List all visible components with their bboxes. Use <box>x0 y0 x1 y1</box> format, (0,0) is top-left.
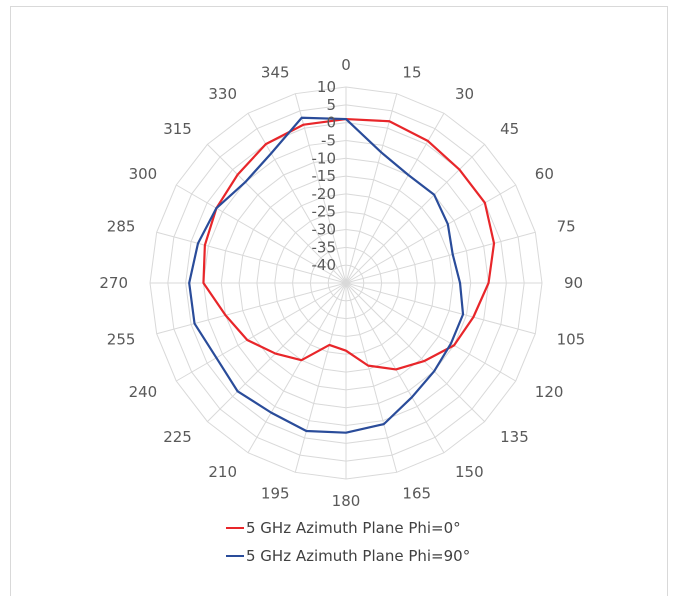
category-label: 150 <box>455 463 484 481</box>
category-label: 195 <box>261 485 290 503</box>
category-label: 135 <box>500 428 529 446</box>
grid-spoke <box>345 93 398 284</box>
category-label: 255 <box>107 330 136 348</box>
series-line-1 <box>188 116 465 434</box>
chart-frame: 10 5 0 -5 -10 -15 -20 -25 -30 -35 -40 0 15 30 45 60 75 9… <box>10 6 668 596</box>
legend-entry-phi0: 5 GHz Azimuth Plane Phi=0° <box>226 514 470 542</box>
grid-spoke <box>345 113 445 284</box>
radial-tick-label: -10 <box>312 149 337 167</box>
category-label: 0 <box>341 56 351 74</box>
category-label: 240 <box>129 383 158 401</box>
grid-spoke <box>345 282 516 382</box>
radial-tick-label: -35 <box>312 238 337 256</box>
radial-tick-label: -20 <box>312 185 337 203</box>
grid-spoke <box>156 231 347 284</box>
radial-tick-label: -30 <box>312 221 337 239</box>
category-label: 30 <box>455 85 474 103</box>
radial-tick-label: -40 <box>312 256 337 274</box>
grid-spoke <box>345 282 398 473</box>
radial-tick-label: 5 <box>326 96 336 114</box>
category-label: 210 <box>208 463 237 481</box>
category-label: 75 <box>557 218 576 236</box>
category-label: 330 <box>208 85 237 103</box>
legend-label-phi90: 5 GHz Azimuth Plane Phi=90° <box>246 547 471 565</box>
category-labels: 0 15 30 45 60 75 90 105 120 135 150 165 180 195 210 225… <box>99 56 585 507</box>
grid-spoke <box>247 282 347 453</box>
category-label: 225 <box>163 428 192 446</box>
radial-tick-label: -15 <box>312 167 337 185</box>
grid-spoke <box>247 113 347 284</box>
category-label: 345 <box>261 63 290 81</box>
legend: 5 GHz Azimuth Plane Phi=0° 5 GHz Azimuth… <box>226 514 470 570</box>
category-label: 60 <box>535 165 554 183</box>
category-label: 105 <box>557 330 586 348</box>
grid-spoke <box>207 282 347 422</box>
category-label: 270 <box>99 274 128 292</box>
grid-spoke <box>345 231 536 284</box>
grid-spoke <box>345 282 445 453</box>
radial-tick-label: -25 <box>312 203 337 221</box>
radial-tick-label: 10 <box>317 78 336 96</box>
legend-entry-phi90: 5 GHz Azimuth Plane Phi=90° <box>226 542 470 570</box>
category-label: 165 <box>402 485 431 503</box>
category-label: 180 <box>332 492 361 507</box>
grid-spoke <box>176 184 347 284</box>
legend-swatch-phi0 <box>226 527 244 529</box>
series-layer <box>188 116 496 434</box>
grid-spoke <box>207 144 347 284</box>
category-label: 120 <box>535 383 564 401</box>
legend-swatch-phi90 <box>226 555 244 557</box>
category-label: 45 <box>500 120 519 138</box>
radial-tick-label: 0 <box>326 114 336 132</box>
category-label: 300 <box>129 165 158 183</box>
grid-spoke <box>156 282 347 335</box>
category-label: 90 <box>564 274 583 292</box>
grid-spoke <box>345 144 485 284</box>
grid-spoke <box>176 282 347 382</box>
grid-spoke <box>345 282 536 335</box>
grid-spoke <box>345 184 516 284</box>
category-label: 315 <box>163 120 192 138</box>
grid-layer <box>149 86 543 480</box>
grid-spoke <box>345 282 485 422</box>
legend-label-phi0: 5 GHz Azimuth Plane Phi=0° <box>246 519 461 537</box>
category-label: 285 <box>107 218 136 236</box>
radial-tick-label: -5 <box>321 131 336 149</box>
category-label: 15 <box>402 63 421 81</box>
grid-spoke <box>294 282 347 473</box>
